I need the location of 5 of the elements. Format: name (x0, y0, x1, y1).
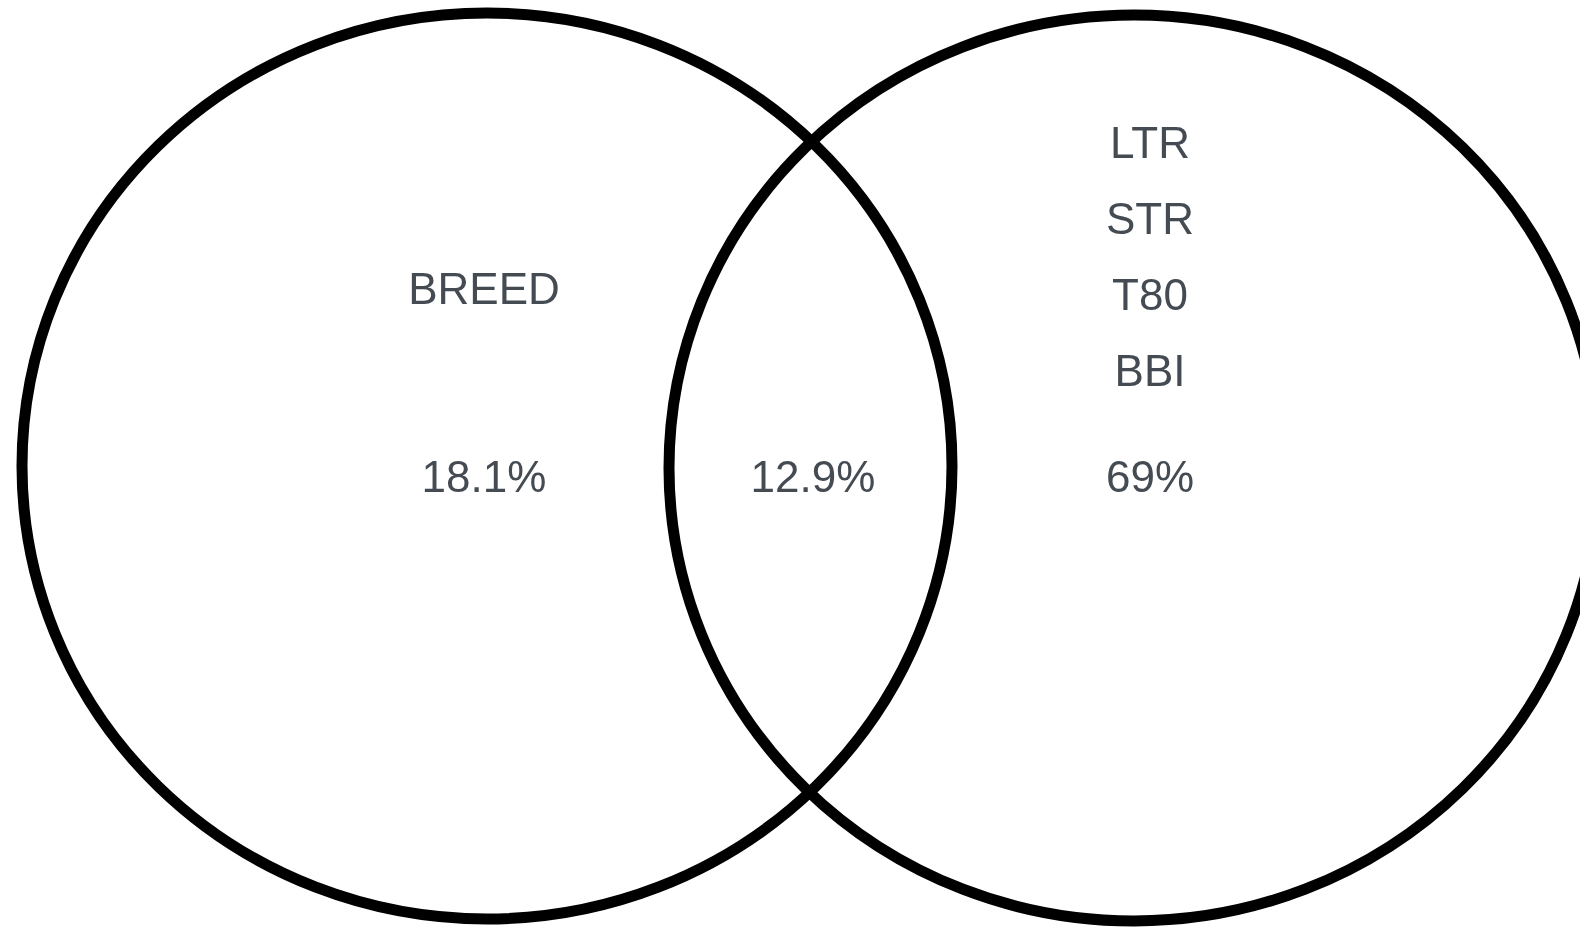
category-label: LTR STR T80 BBI (1106, 117, 1194, 395)
data-label: 12.9% (750, 451, 876, 501)
data-label: 69% (1105, 451, 1195, 501)
data-label: 18.1% (421, 451, 547, 501)
category-label: BREED (408, 263, 560, 313)
